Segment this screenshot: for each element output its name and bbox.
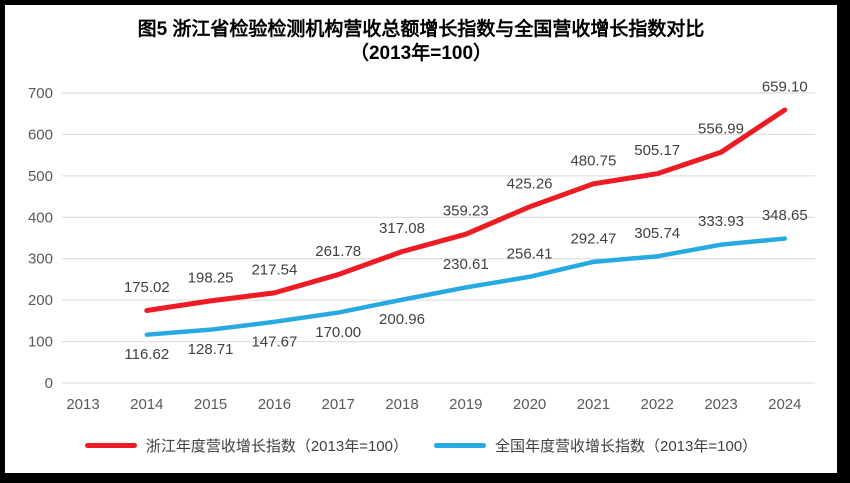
data-label: 505.17 [634,142,680,159]
data-label: 480.75 [570,152,616,169]
legend-line-swatch [434,443,486,448]
x-axis-tick-label: 2013 [66,396,99,413]
y-axis-tick-label: 300 [28,251,53,268]
x-axis-tick-label: 2024 [768,396,801,413]
chart-subtitle: （2013年=100） [349,43,493,64]
data-label: 556.99 [698,121,744,138]
x-axis-tick-label: 2014 [130,396,163,413]
chart-legend: 浙江年度营收增长指数（2013年=100） 全国年度营收增长指数（2013年=10… [5,435,837,456]
data-label: 147.67 [251,333,297,350]
data-label: 261.78 [315,243,361,260]
y-axis-tick-label: 700 [28,85,53,102]
x-axis-tick-label: 2022 [641,396,674,413]
data-label: 175.02 [124,279,170,296]
legend-item: 浙江年度营收增长指数（2013年=100） [84,435,408,456]
x-axis-tick-label: 2020 [513,396,546,413]
data-label: 128.71 [188,341,234,358]
data-label: 256.41 [507,245,553,262]
y-axis-tick-label: 0 [45,375,53,392]
legend-label: 全国年度营收增长指数（2013年=100） [495,438,758,455]
data-label: 348.65 [762,207,808,224]
data-label: 317.08 [379,220,425,237]
data-label: 198.25 [188,269,234,286]
x-axis-tick-label: 2018 [385,396,418,413]
chart-title-block: 图5 浙江省检验检测机构营收总额增长指数与全国营收增长指数对比 （2013年=1… [5,18,837,66]
chart-title: 图5 浙江省检验检测机构营收总额增长指数与全国营收增长指数对比 [137,19,705,40]
x-axis-tick-label: 2021 [577,396,610,413]
data-label: 116.62 [124,346,169,363]
x-axis-tick-label: 2023 [704,396,737,413]
y-axis-tick-label: 400 [28,209,53,226]
data-label: 292.47 [570,230,616,247]
series-line [144,107,788,313]
y-axis-tick-label: 600 [28,126,53,143]
legend-item: 全国年度营收增长指数（2013年=100） [434,435,757,456]
x-axis-tick-label: 2017 [322,396,355,413]
x-axis-tick-label: 2016 [258,396,291,413]
data-label: 230.61 [443,256,489,273]
data-label: 217.54 [251,261,297,278]
data-label: 200.96 [379,311,425,328]
chart-area: 图5 浙江省检验检测机构营收总额增长指数与全国营收增长指数对比 （2013年=1… [5,5,837,473]
y-axis-tick-label: 200 [28,292,53,309]
data-label: 659.10 [762,78,808,95]
data-label: 359.23 [443,203,489,220]
y-axis-tick-label: 100 [28,334,53,351]
data-label: 333.93 [698,213,744,230]
series-line [144,236,788,337]
data-label: 425.26 [507,175,553,192]
data-label: 305.74 [634,225,680,242]
data-label: 170.00 [315,324,361,341]
legend-line-swatch [84,443,137,448]
line-chart: 0 100 200 300 400 500 600 700 2013 2014 2015 2016 20… [28,78,815,413]
x-axis-tick-label: 2015 [194,396,227,413]
x-axis-tick-label: 2019 [449,396,482,413]
y-axis-tick-label: 500 [28,168,53,185]
legend-label: 浙江年度营收增长指数（2013年=100） [145,438,408,455]
